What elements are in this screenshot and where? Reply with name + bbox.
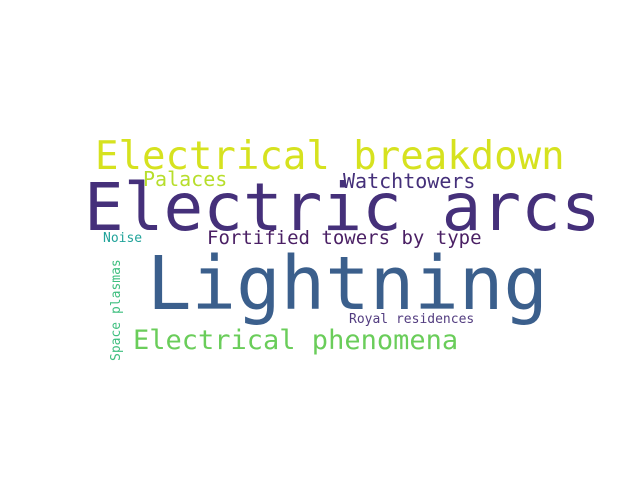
word-fortified-towers: Fortified towers by type [207,227,482,249]
word-watchtowers: Watchtowers [343,169,476,193]
word-royal-residences: Royal residences [349,312,475,327]
word-palaces: Palaces [143,167,228,191]
word-electric-arcs: Electric arcs [84,169,601,246]
word-electrical-phenomena: Electrical phenomena [133,325,459,356]
word-electrical-breakdown: Electrical breakdown [95,134,565,179]
word-lightning: Lightning [147,241,548,327]
word-space-plasmas: Space plasmas [109,259,124,361]
word-noise: Noise [103,231,143,246]
